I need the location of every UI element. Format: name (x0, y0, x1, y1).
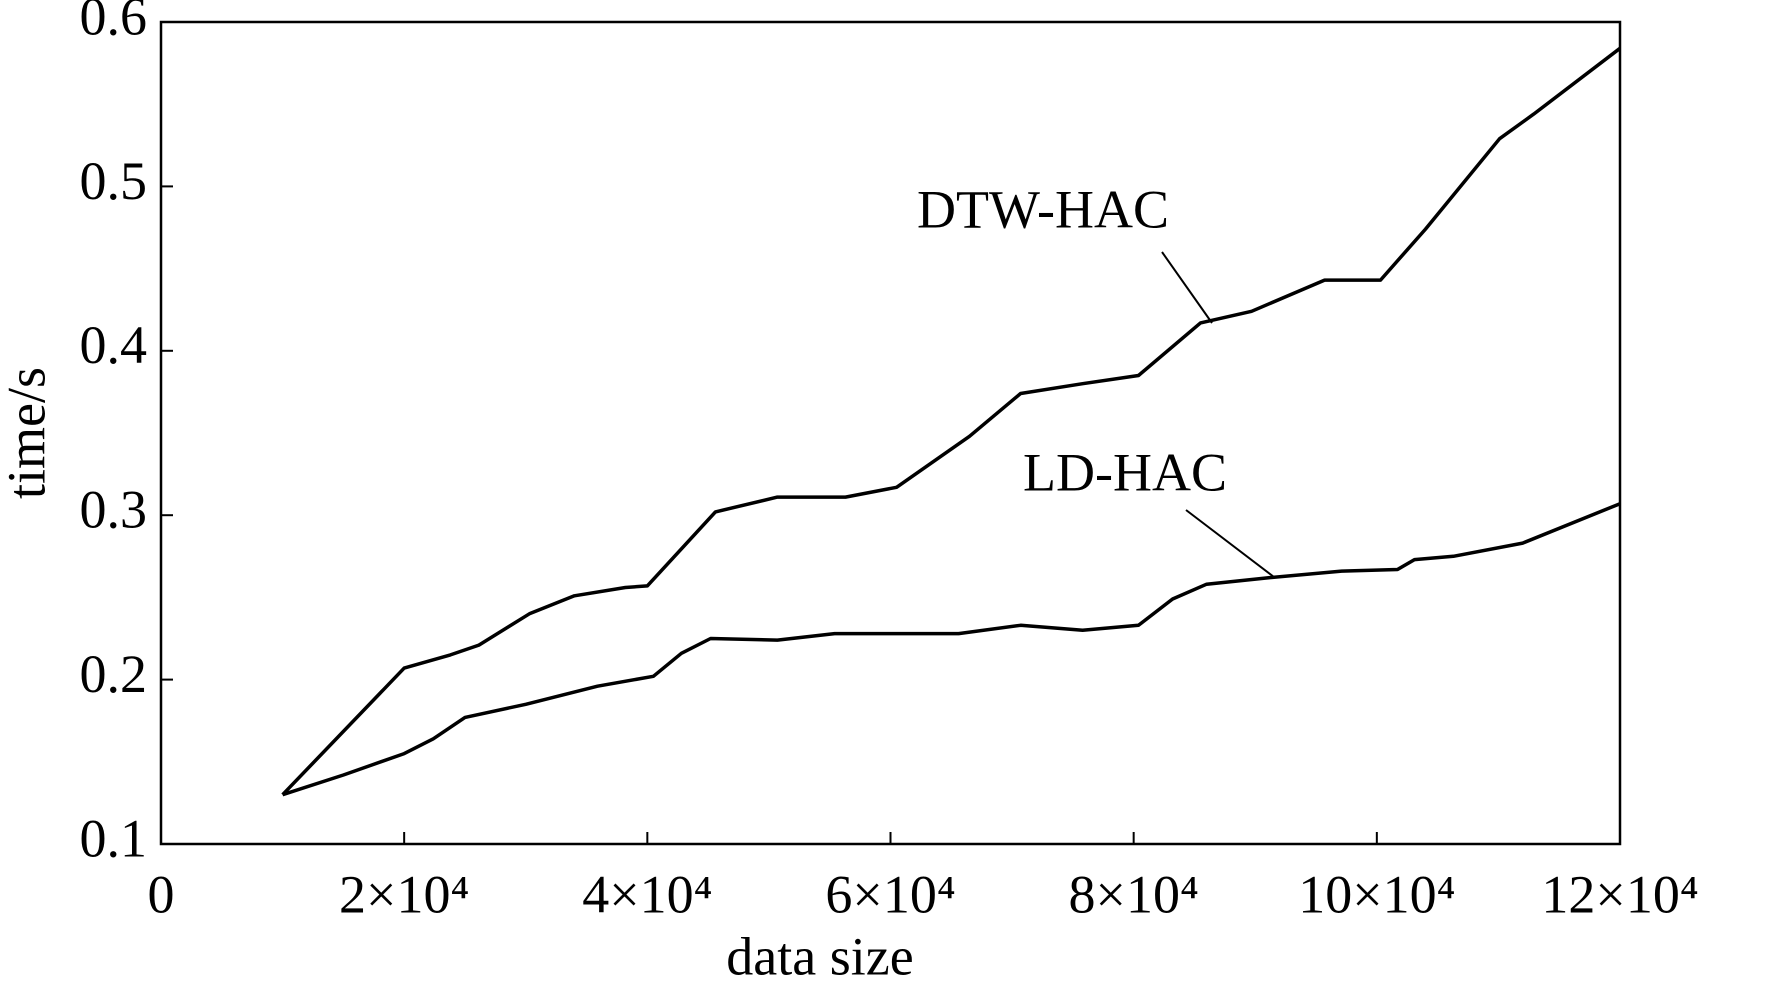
plot-frame (159, 20, 1622, 846)
series-line (282, 502, 1621, 797)
annotation-pointer (1185, 509, 1275, 578)
y-tick-label: 0.1 (80, 808, 148, 868)
x-tick-label: 12×10⁴ (1541, 864, 1698, 924)
series-label: LD-HAC (1023, 442, 1227, 502)
x-tick-label: 6×10⁴ (825, 864, 955, 924)
x-tick-label: 8×10⁴ (1069, 864, 1199, 924)
y-tick-label: 0.3 (80, 480, 148, 540)
series-label: DTW-HAC (917, 179, 1169, 239)
y-tick-label: 0.4 (80, 315, 148, 375)
y-tick-label: 0.2 (80, 644, 148, 704)
series-line (281, 46, 1622, 796)
x-axis-label: data size (726, 926, 913, 986)
x-tick-label: 4×10⁴ (582, 864, 712, 924)
y-tick-label: 0.5 (80, 151, 148, 211)
annotation-pointer (1161, 251, 1213, 324)
x-tick-label: 0 (148, 864, 175, 924)
x-tick-label: 2×10⁴ (339, 864, 469, 924)
y-axis-label: time/s (0, 367, 56, 499)
y-tick-label: 0.6 (80, 0, 148, 46)
x-tick-label: 10×10⁴ (1298, 864, 1455, 924)
